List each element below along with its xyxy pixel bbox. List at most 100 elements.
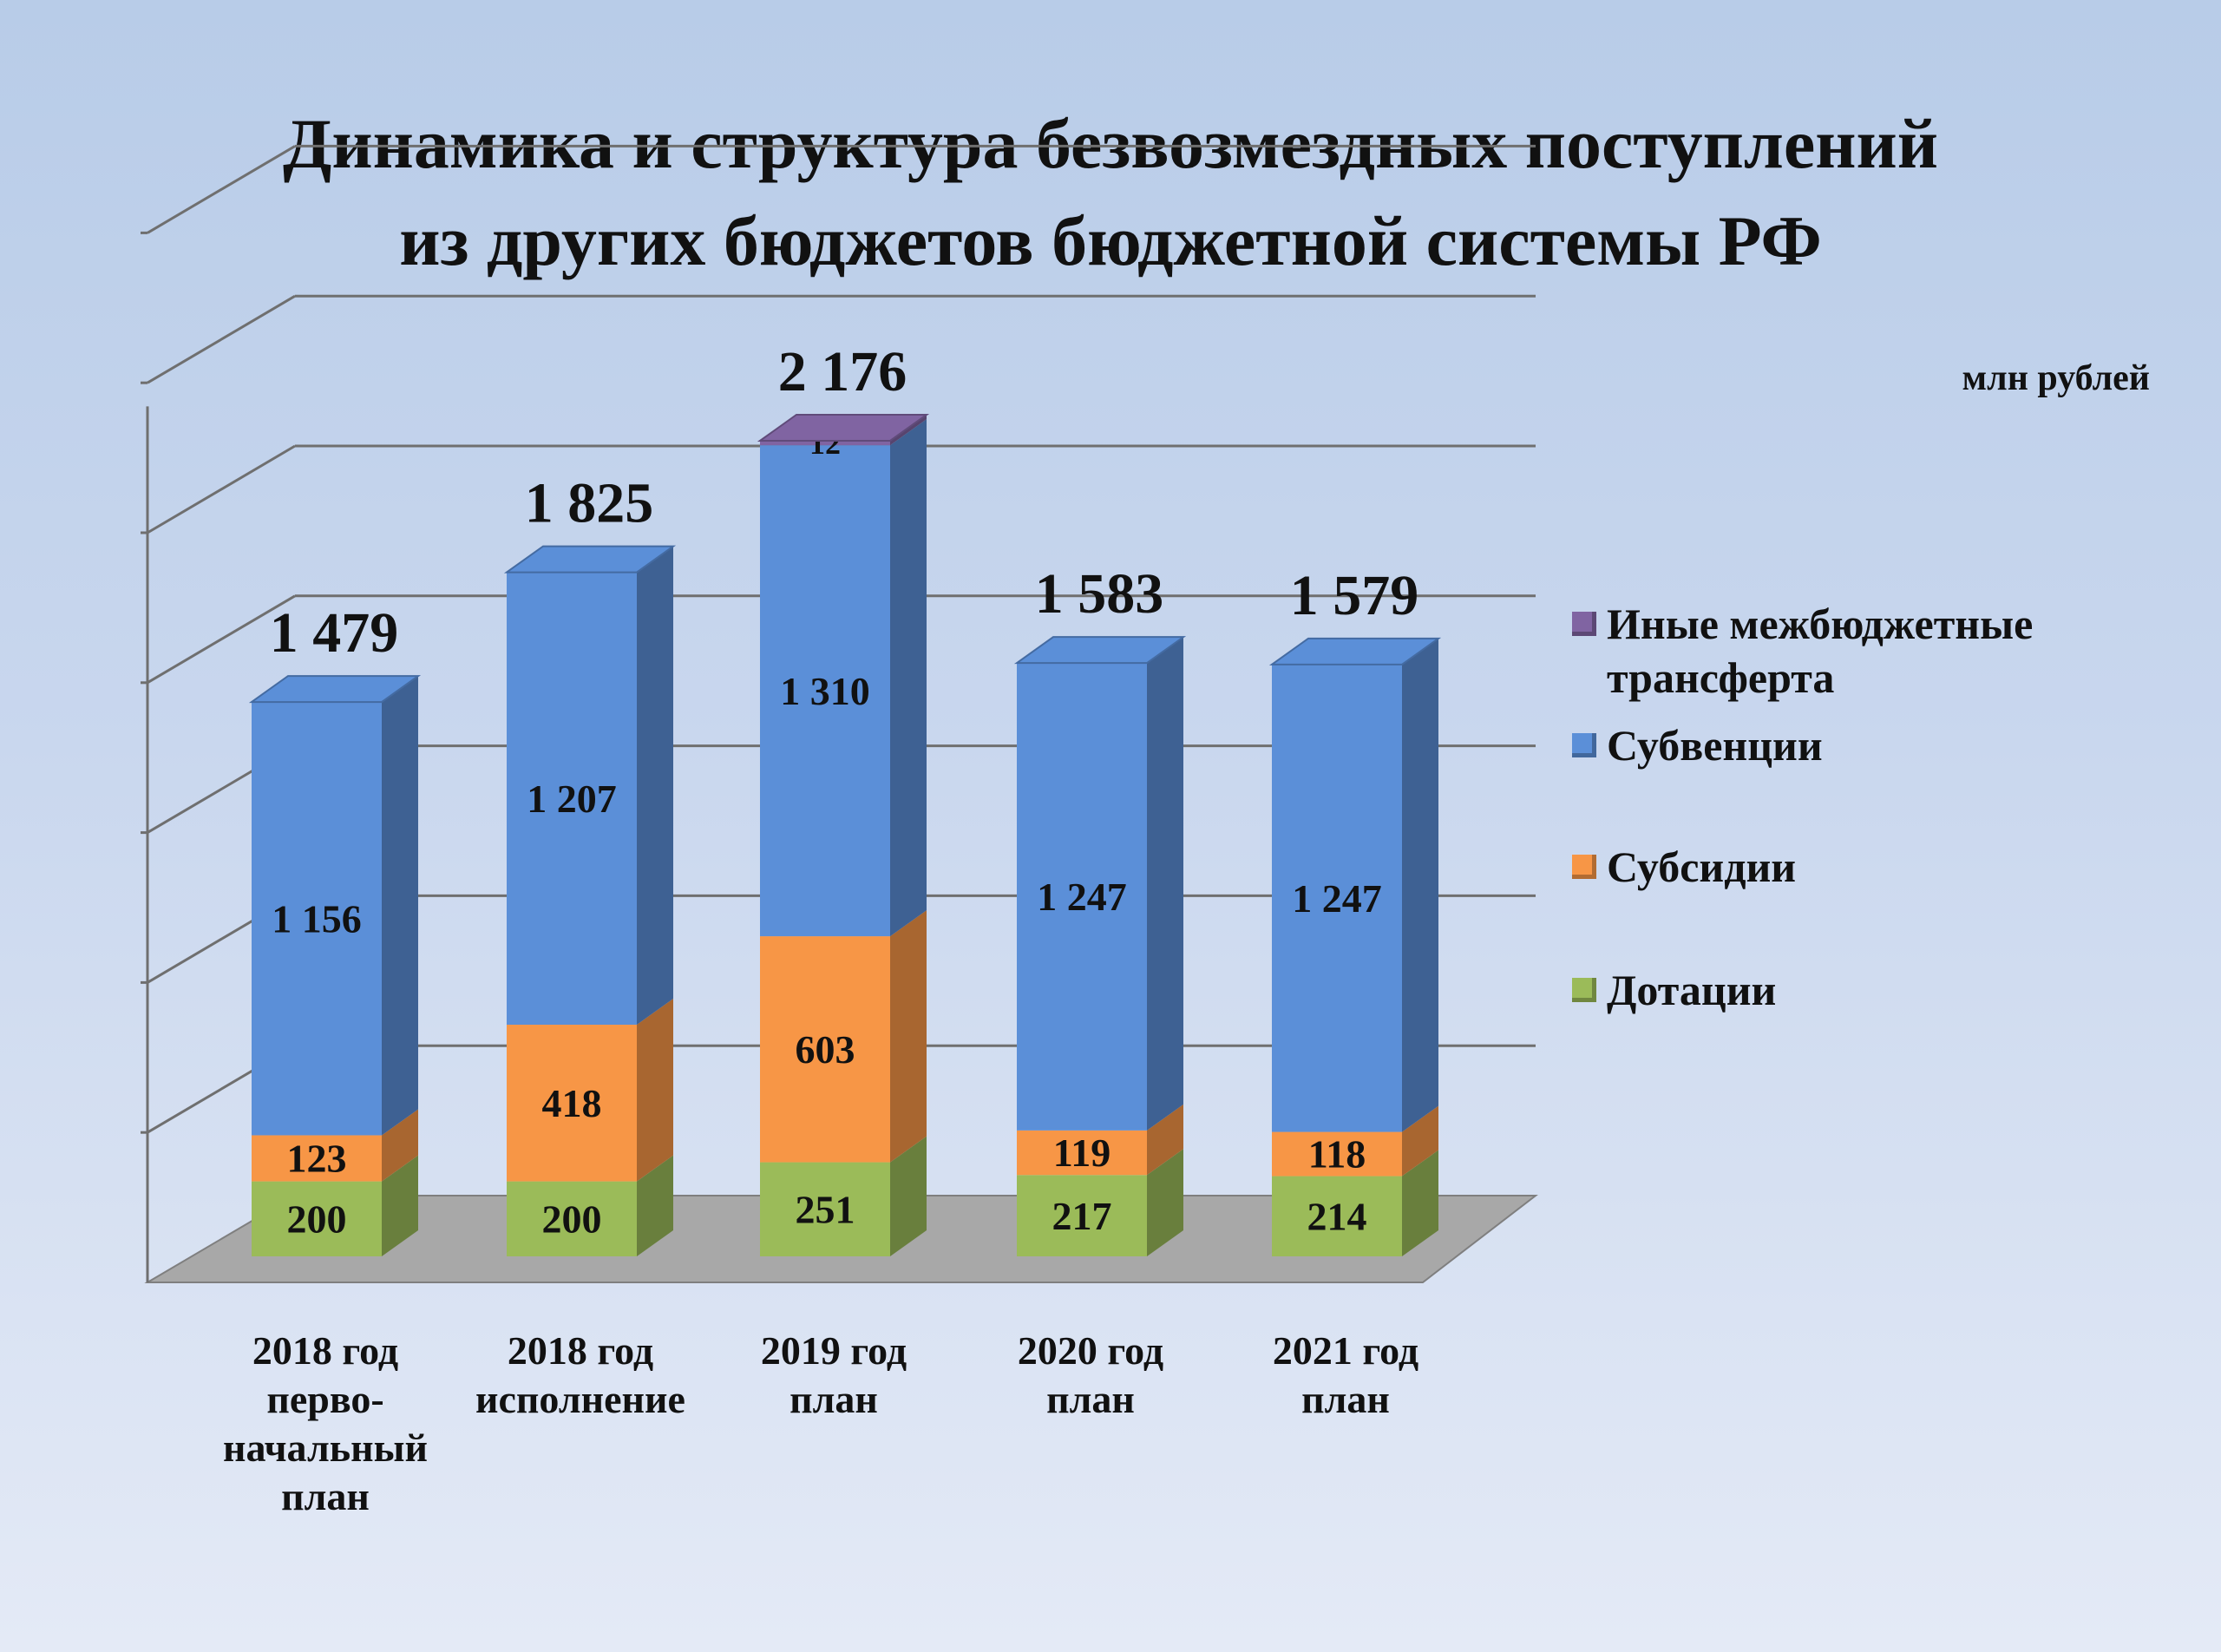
legend-swatch (1572, 733, 1596, 757)
legend-swatch (1572, 978, 1596, 1002)
bar-segment-2-1: 123 (252, 1109, 418, 1182)
bar-side (1147, 1104, 1183, 1176)
legend-label-line: Субвенции (1607, 721, 1823, 770)
bar-side (382, 676, 418, 1136)
bar-front (760, 440, 890, 446)
bar-front (1017, 1130, 1147, 1176)
unit-label: млн рублей (1962, 358, 2150, 398)
total-label: 1 825 (525, 472, 654, 535)
category-label: план (1301, 1377, 1390, 1421)
bar-side (890, 414, 927, 446)
bar-segment-3-3: 1 310 (760, 419, 927, 937)
bar-segment-1-3: 251 (760, 1136, 927, 1256)
bar-segment-2-4: 119 (1017, 1104, 1183, 1176)
data-label: 118 (1308, 1132, 1366, 1177)
legend-swatch (1572, 855, 1596, 879)
bar-top (503, 545, 677, 574)
bar-segment-2-5: 118 (1272, 1105, 1438, 1177)
data-label: 1 247 (1037, 875, 1127, 919)
bar-side (382, 1155, 418, 1256)
bar-side (890, 910, 927, 1163)
chart-title: Динамика и структура безвозмездных посту… (0, 95, 2221, 290)
legend-item: Субсидии (1572, 840, 1796, 894)
bar-front (760, 445, 890, 937)
data-label: 200 (542, 1196, 602, 1241)
category-label: 2018 год (508, 1328, 653, 1373)
bar-segment-1-2: 200 (507, 1155, 673, 1256)
category-label: перво- (266, 1377, 383, 1421)
category-label: 2019 год (761, 1328, 907, 1373)
title-line-2: из других бюджетов бюджетной системы РФ (399, 201, 1822, 280)
legend-item: Дотации (1572, 963, 1776, 1017)
total-label: 1 479 (270, 601, 399, 665)
category-label: 2020 год (1018, 1328, 1163, 1373)
bar-segment-2-2: 418 (507, 999, 673, 1182)
data-label: 1 207 (527, 777, 617, 821)
bar-segment-3-2: 1 207 (507, 546, 673, 1026)
data-label: 1 310 (780, 669, 870, 713)
legend-label-line: Иные межбюджетные (1607, 600, 2034, 648)
category-label: план (1046, 1377, 1135, 1421)
data-label: 119 (1053, 1131, 1110, 1175)
total-label: 1 583 (1035, 562, 1164, 626)
bar-top (757, 413, 930, 442)
total-label: 1 579 (1290, 564, 1419, 627)
legend-swatch (1572, 612, 1596, 636)
bar-segment-1-5: 214 (1272, 1150, 1438, 1256)
bar-top (1013, 636, 1187, 665)
bar-front (1017, 1175, 1147, 1256)
bar-top (248, 675, 422, 704)
bar-segment-3-1: 1 156 (252, 676, 418, 1136)
bar-side (1402, 1105, 1438, 1177)
bar-front (760, 1162, 890, 1256)
category-label: 2021 год (1273, 1328, 1418, 1373)
bar-side (1147, 1149, 1183, 1256)
bar-front (252, 702, 382, 1136)
bar-side (637, 546, 673, 1026)
data-label: 1 156 (272, 896, 362, 941)
bar-side (1402, 638, 1438, 1132)
data-label: 418 (542, 1081, 602, 1125)
bar-top (1268, 637, 1442, 665)
bar-front (1272, 664, 1402, 1132)
legend-label: Дотации (1607, 963, 1776, 1017)
category-label: 2018 год (252, 1328, 398, 1373)
data-label: 200 (287, 1196, 347, 1241)
data-label: 1 247 (1292, 876, 1382, 921)
bar-front (507, 1181, 637, 1256)
bar-front (1272, 1131, 1402, 1177)
bar-side (1147, 637, 1183, 1131)
bar-side (637, 1155, 673, 1256)
bar-side (890, 1136, 927, 1256)
gridline-depth (147, 145, 296, 234)
bar-segment-3-4: 1 247 (1017, 637, 1183, 1131)
gridline-depth (147, 444, 296, 534)
title-line-1: Динамика и структура безвозмездных посту… (283, 104, 1938, 183)
data-label: 123 (287, 1137, 347, 1181)
legend-label-line: трансферта (1607, 653, 1835, 702)
category-label: исполнение (475, 1377, 685, 1421)
data-label: 217 (1052, 1194, 1112, 1238)
gridline-depth (147, 294, 296, 384)
category-label: начальный (223, 1426, 428, 1470)
bar-front (1272, 1176, 1402, 1256)
bar-front (1017, 663, 1147, 1131)
category-label: план (789, 1377, 878, 1421)
bar-segment-1-4: 217 (1017, 1149, 1183, 1256)
bar-side (382, 1109, 418, 1182)
bar-front (252, 1135, 382, 1182)
total-label: 2 176 (778, 340, 907, 403)
bar-segment-3-5: 1 247 (1272, 638, 1438, 1132)
bar-side (890, 419, 927, 937)
data-label: 251 (796, 1187, 855, 1231)
legend-label-line: Дотации (1607, 966, 1777, 1014)
bar-side (637, 999, 673, 1182)
bar-front (507, 1025, 637, 1182)
bar-segment-2-3: 603 (760, 910, 927, 1163)
legend-item: Субвенции (1572, 718, 1823, 772)
data-label: 603 (796, 1027, 855, 1072)
legend-label: Субсидии (1607, 840, 1796, 894)
bar-side (1402, 1150, 1438, 1256)
legend-label-line: Субсидии (1607, 842, 1797, 891)
